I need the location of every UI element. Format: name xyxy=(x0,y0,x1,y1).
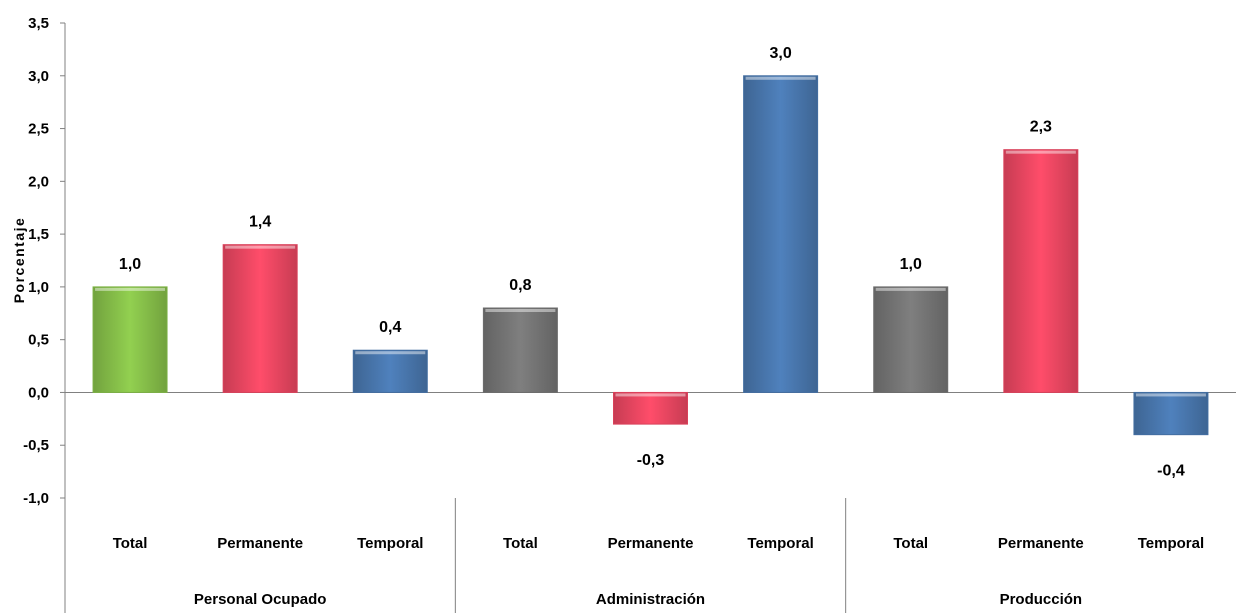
bar-highlight xyxy=(485,309,556,312)
category-label: Total xyxy=(503,535,538,552)
bar xyxy=(613,391,688,425)
category-label: Temporal xyxy=(1138,535,1204,552)
data-label: 2,3 xyxy=(1030,119,1052,136)
data-label: 1,0 xyxy=(900,256,922,273)
bar xyxy=(1133,391,1209,436)
bar xyxy=(1003,149,1079,393)
bar-highlight xyxy=(225,245,296,249)
data-label: 0,4 xyxy=(379,319,401,336)
bar xyxy=(92,286,168,393)
y-tick-label: -1,0 xyxy=(23,490,49,507)
category-label: Temporal xyxy=(357,535,423,552)
bar xyxy=(482,307,558,393)
bar xyxy=(873,286,949,393)
y-axis-title: Porcentaje xyxy=(11,217,27,304)
data-label: -0,3 xyxy=(637,452,665,469)
group-label: Personal Ocupado xyxy=(194,591,327,608)
group-label: Administración xyxy=(596,591,705,608)
y-tick-label: 2,5 xyxy=(28,121,49,138)
bar xyxy=(352,349,428,393)
y-tick-label: 1,5 xyxy=(28,226,49,243)
category-label: Permanente xyxy=(217,535,303,552)
bar xyxy=(743,75,819,393)
category-label: Total xyxy=(893,535,928,552)
group-label: Producción xyxy=(1000,591,1083,608)
bar xyxy=(222,244,298,393)
y-tick-label: -0,5 xyxy=(23,437,49,454)
y-tick-label: 3,5 xyxy=(28,15,49,32)
bar-highlight xyxy=(875,287,946,291)
category-label: Permanente xyxy=(998,535,1084,552)
bar-highlight xyxy=(1005,150,1076,154)
data-label: -0,4 xyxy=(1157,463,1185,480)
y-tick-label: 1,0 xyxy=(28,279,49,296)
bar-highlight xyxy=(1135,393,1206,397)
category-label: Total xyxy=(113,535,148,552)
bar-highlight xyxy=(745,76,816,80)
y-tick-label: 2,0 xyxy=(28,173,49,190)
y-tick-label: 0,5 xyxy=(28,332,49,349)
y-tick-label: 3,0 xyxy=(28,68,49,85)
data-label: 1,0 xyxy=(119,256,141,273)
data-label: 1,4 xyxy=(249,214,271,231)
data-label: 0,8 xyxy=(509,277,531,294)
bar-highlight xyxy=(95,287,166,291)
bar-highlight xyxy=(615,393,686,397)
category-label: Permanente xyxy=(608,535,694,552)
y-tick-label: 0,0 xyxy=(28,384,49,401)
category-label: Temporal xyxy=(747,535,813,552)
data-label: 3,0 xyxy=(769,45,791,62)
bar-highlight xyxy=(355,351,426,355)
